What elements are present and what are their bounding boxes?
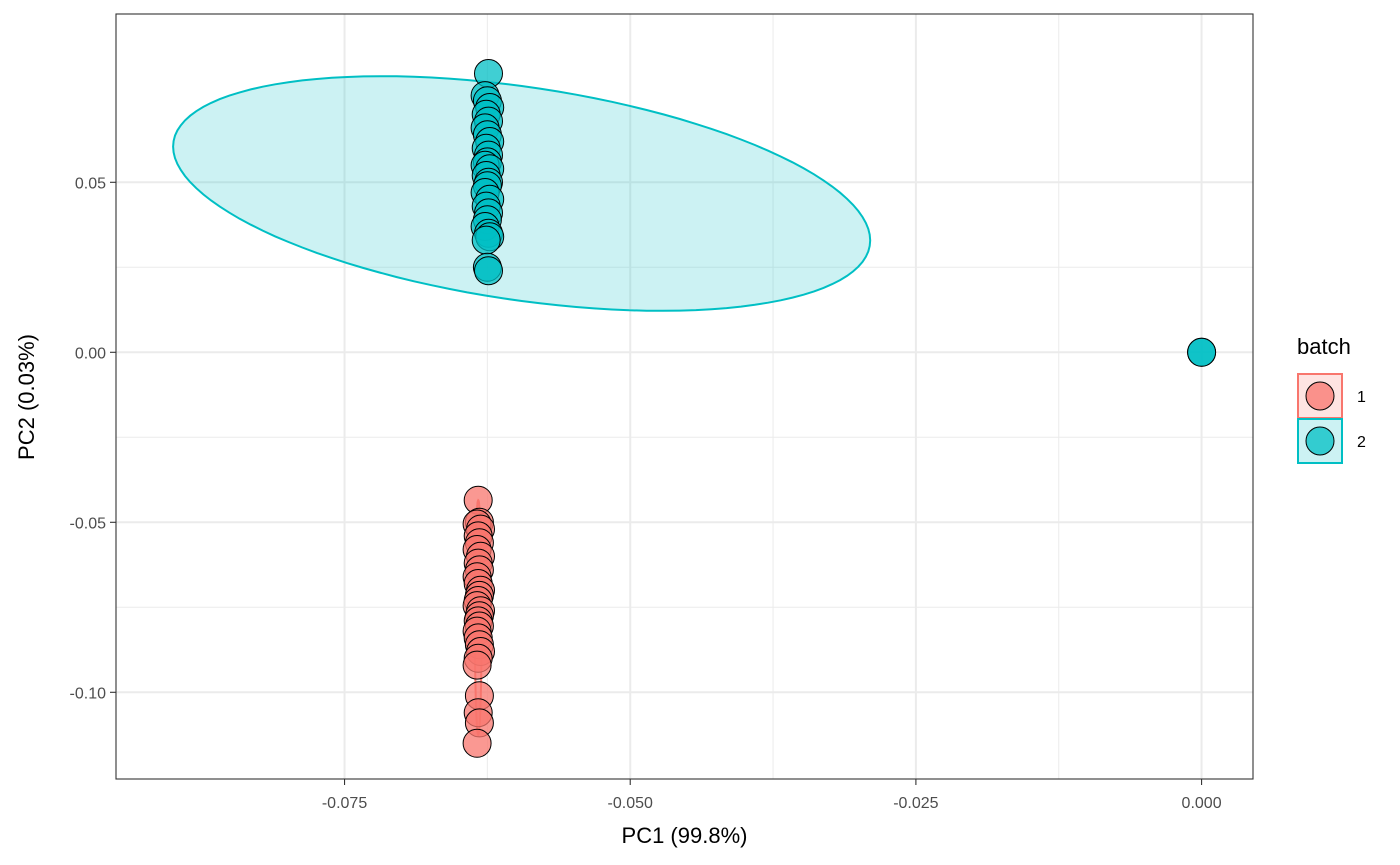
point-batch-1: [462, 650, 492, 680]
y-axis-title: PC2 (0.03%): [14, 334, 39, 460]
legend: batch 1 2: [1297, 334, 1366, 464]
y-tick-label: 0.00: [75, 345, 106, 362]
y-tick-label: -0.05: [70, 515, 107, 532]
y-tick-label: -0.10: [70, 685, 107, 702]
legend-label-1: 1: [1357, 389, 1366, 406]
legend-key-1-marker: [1305, 381, 1335, 411]
ellipse-batch-2: [172, 75, 872, 312]
panel-background: [116, 14, 1253, 779]
legend-key-2-marker: [1305, 426, 1335, 456]
x-axis-title: PC1 (99.8%): [622, 823, 748, 848]
x-tick-label: 0.000: [1182, 795, 1222, 812]
legend-title: batch: [1297, 334, 1351, 359]
grid-lines: [116, 14, 1253, 779]
point-batch-2: [471, 225, 501, 255]
legend-key-batch-1: 1: [1297, 373, 1366, 419]
point-batch-2: [1187, 337, 1217, 367]
y-tick-label: 0.05: [75, 175, 106, 192]
legend-label-2: 2: [1357, 434, 1366, 451]
panel-border: [115, 13, 1254, 780]
data-points: [462, 59, 1217, 758]
legend-key-batch-2: 2: [1297, 418, 1366, 464]
axis-ticks: -0.075 -0.050 -0.025 0.000 -0.10 -0.05 0.00 0.0…: [70, 175, 1222, 812]
x-tick-label: -0.050: [608, 795, 653, 812]
plot-panel: [115, 13, 1254, 780]
x-tick-label: -0.025: [893, 795, 938, 812]
point-batch-2: [474, 256, 503, 286]
point-batch-1: [462, 728, 492, 758]
x-tick-label: -0.075: [322, 795, 367, 812]
